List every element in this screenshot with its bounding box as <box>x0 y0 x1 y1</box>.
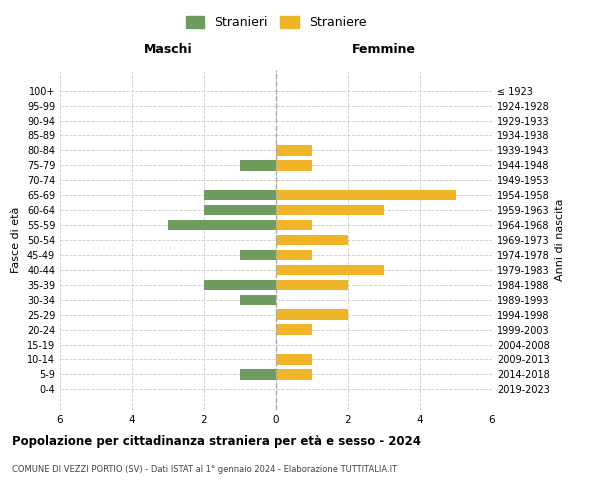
Bar <box>276 264 384 275</box>
Bar <box>276 205 384 216</box>
Bar <box>204 190 276 200</box>
Bar <box>276 280 348 290</box>
Bar <box>204 280 276 290</box>
Bar <box>276 160 312 170</box>
Legend: Stranieri, Straniere: Stranieri, Straniere <box>181 11 371 34</box>
Bar <box>276 310 348 320</box>
Bar <box>240 160 276 170</box>
Bar <box>276 145 312 156</box>
Bar <box>276 235 348 245</box>
Bar <box>276 369 312 380</box>
Y-axis label: Anni di nascita: Anni di nascita <box>555 198 565 281</box>
Bar <box>276 354 312 364</box>
Bar <box>240 250 276 260</box>
Text: Popolazione per cittadinanza straniera per età e sesso - 2024: Popolazione per cittadinanza straniera p… <box>12 435 421 448</box>
Bar <box>276 250 312 260</box>
Text: COMUNE DI VEZZI PORTIO (SV) - Dati ISTAT al 1° gennaio 2024 - Elaborazione TUTTI: COMUNE DI VEZZI PORTIO (SV) - Dati ISTAT… <box>12 465 397 474</box>
Y-axis label: Fasce di età: Fasce di età <box>11 207 21 273</box>
Bar <box>240 294 276 305</box>
Text: Maschi: Maschi <box>143 44 193 57</box>
Bar <box>276 190 456 200</box>
Bar <box>276 220 312 230</box>
Bar <box>276 324 312 335</box>
Bar <box>168 220 276 230</box>
Bar <box>240 369 276 380</box>
Bar <box>204 205 276 216</box>
Text: Femmine: Femmine <box>352 44 416 57</box>
